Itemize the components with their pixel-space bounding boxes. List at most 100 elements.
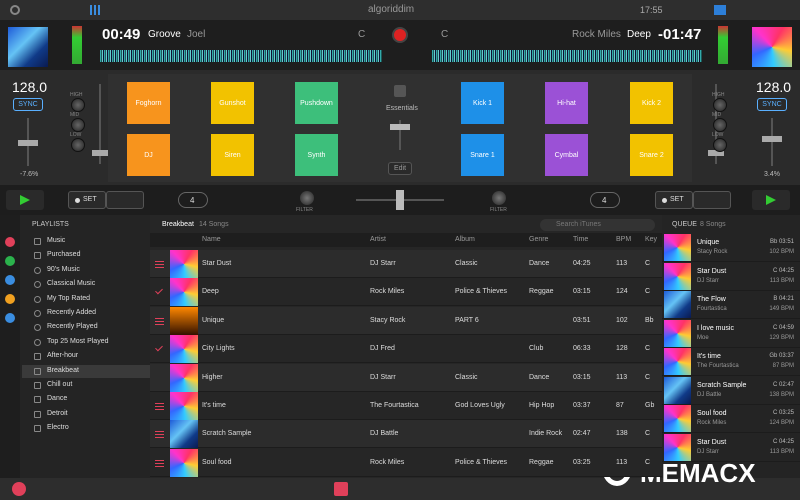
playlist-icon [34, 382, 41, 389]
pitch-fader[interactable] [18, 140, 38, 146]
eq-knob[interactable] [713, 118, 727, 132]
column-title[interactable]: Artist [370, 236, 386, 243]
track-row[interactable] [150, 278, 662, 307]
playlist-item[interactable]: Recently Added [47, 309, 97, 316]
edit-button[interactable]: Edit [388, 162, 412, 175]
source-icon[interactable] [5, 275, 15, 285]
music-icon[interactable] [12, 482, 26, 496]
thumbnail [664, 376, 691, 404]
sampler-icon[interactable] [334, 482, 348, 496]
volume-fader[interactable] [92, 150, 108, 156]
eq-knob[interactable] [713, 98, 727, 112]
playlist-item[interactable]: 90's Music [47, 265, 80, 273]
sync-button[interactable]: SYNC [757, 98, 787, 111]
column-title[interactable]: Genre [529, 236, 549, 243]
column-title[interactable]: Key [645, 236, 658, 243]
sample-pad[interactable]: DJ [127, 134, 170, 176]
playlist-item[interactable]: Recently Played [47, 323, 98, 331]
sampler-bank[interactable]: Essentials [386, 105, 418, 112]
loop-size[interactable] [178, 192, 208, 208]
playlist-item[interactable]: Chill out [47, 381, 73, 388]
queue-row[interactable] [662, 234, 800, 262]
playlist-item[interactable]: After-hour [47, 352, 79, 360]
playlist-item[interactable]: My Top Rated [47, 294, 91, 302]
volume-fader[interactable] [708, 150, 724, 156]
eq-knob[interactable] [71, 118, 85, 132]
playlist-item[interactable]: Breakbeat [47, 366, 79, 374]
track-row[interactable] [150, 448, 662, 477]
sample-pad[interactable]: Snare 2 [630, 134, 673, 176]
queue-icon[interactable] [155, 431, 164, 439]
queue-row[interactable] [662, 434, 800, 462]
playlist-item[interactable]: Classical Music [47, 280, 96, 288]
sample-pad[interactable]: Foghorn [127, 82, 170, 124]
queue-row[interactable] [662, 320, 800, 348]
column-title[interactable]: Album [455, 236, 475, 243]
sync-button[interactable]: SYNC [13, 98, 43, 111]
queue-icon[interactable] [155, 459, 164, 467]
playlist-item[interactable]: Purchased [47, 251, 81, 259]
track-row[interactable] [150, 335, 662, 364]
queue-row[interactable] [662, 405, 800, 433]
sample-pad[interactable]: Kick 1 [461, 82, 504, 124]
track-row[interactable] [150, 363, 662, 392]
eq-knob[interactable] [71, 98, 85, 112]
sampler-volume-fader[interactable] [390, 124, 410, 130]
source-icon[interactable] [5, 294, 15, 304]
queue-row[interactable] [662, 377, 800, 405]
icon[interactable] [10, 5, 20, 15]
queue-meta: C 03:25 [772, 410, 794, 416]
queue-bpm: 113 BPM [769, 277, 794, 284]
sample-pad[interactable]: Kick 2 [630, 82, 673, 124]
loop-size[interactable] [590, 192, 620, 208]
column-title[interactable]: BPM [616, 236, 632, 243]
filter-knob[interactable] [300, 191, 314, 205]
crossfader[interactable] [396, 190, 404, 210]
source-icon[interactable] [5, 237, 15, 247]
queue-row[interactable] [662, 348, 800, 376]
eq-knob[interactable] [71, 138, 85, 152]
sample-pad[interactable]: Hi-hat [545, 82, 588, 124]
eq-knob[interactable] [713, 138, 727, 152]
source-icon[interactable] [5, 313, 15, 323]
layout-icon[interactable] [714, 5, 726, 15]
track-row[interactable] [150, 392, 662, 420]
pitch-track [771, 118, 773, 166]
queue-icon[interactable] [155, 261, 164, 268]
playlist-icon [34, 324, 41, 332]
set-button[interactable] [68, 191, 106, 209]
column-title[interactable]: Name [202, 236, 221, 243]
cell: Indie Rock [529, 430, 563, 438]
queue-icon[interactable] [155, 317, 164, 325]
track-row[interactable] [150, 306, 662, 335]
playlist-item[interactable]: Detroit [47, 409, 68, 417]
track-row[interactable] [150, 420, 662, 449]
column-title[interactable]: Time [573, 236, 589, 243]
filter-knob[interactable] [492, 191, 506, 205]
playlist-item[interactable]: Music [47, 237, 66, 244]
search-box[interactable] [540, 219, 655, 231]
sample-pad[interactable]: Cymbal [545, 134, 588, 176]
sample-pad[interactable]: Synth [295, 134, 338, 176]
set-button[interactable] [655, 191, 693, 209]
sample-pad[interactable]: Gunshot [211, 82, 254, 124]
cue-button[interactable] [693, 191, 731, 209]
sample-pad[interactable]: Snare 1 [461, 134, 504, 176]
queue-row[interactable] [662, 291, 800, 319]
playlist-item[interactable]: Top 25 Most Played [47, 337, 109, 345]
grid-icon[interactable] [90, 5, 100, 15]
cue-button[interactable] [106, 191, 144, 209]
record-button[interactable] [392, 27, 408, 43]
playlist-item[interactable]: Electro [47, 424, 69, 432]
playlist-title: Breakbeat [162, 221, 194, 228]
sample-pad[interactable]: Siren [211, 134, 254, 176]
cell: Deep [202, 288, 219, 296]
track-row[interactable] [150, 250, 662, 278]
source-icon[interactable] [5, 256, 15, 266]
queue-row[interactable] [662, 263, 800, 291]
cell: Gb [645, 402, 655, 409]
sample-pad[interactable]: Pushdown [295, 82, 338, 124]
pitch-fader[interactable] [762, 136, 782, 142]
playlist-item[interactable]: Dance [47, 395, 68, 403]
queue-icon[interactable] [155, 403, 164, 410]
